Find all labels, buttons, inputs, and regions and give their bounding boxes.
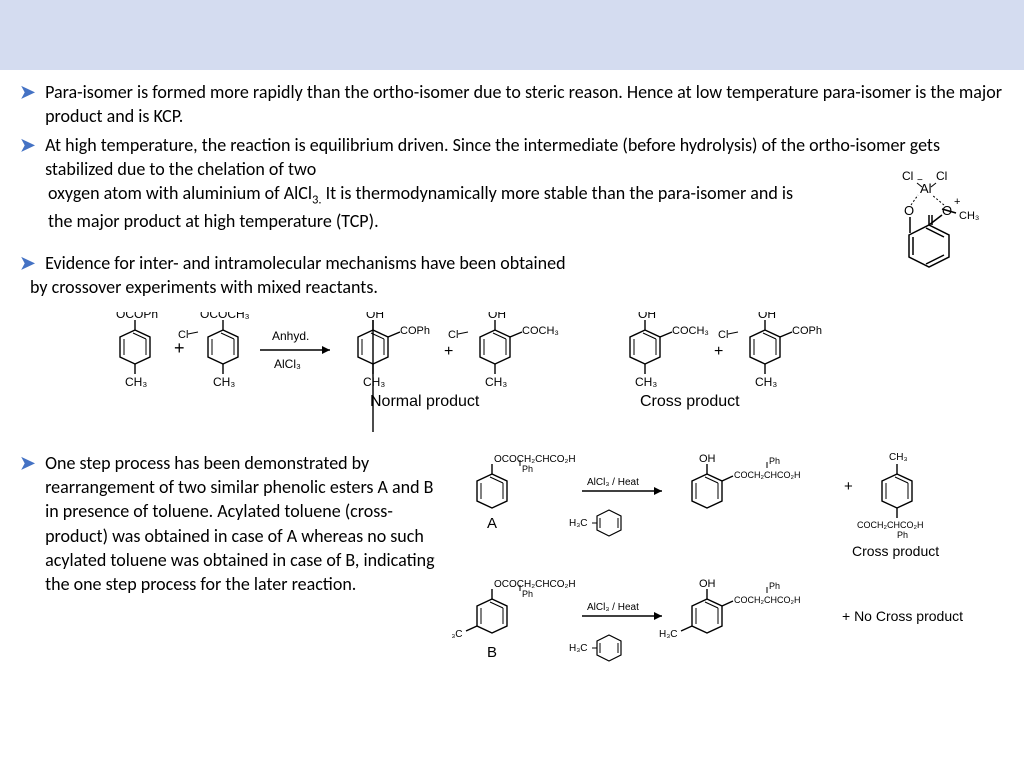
bullet-3b: by crossover experiments with mixed reac… <box>30 275 1004 299</box>
svg-text:O: O <box>904 203 914 218</box>
svg-text:COCH₂CHCO₂H: COCH₂CHCO₂H <box>734 470 801 480</box>
svg-text:CH₃: CH₃ <box>125 375 147 389</box>
svg-text:H₃C: H₃C <box>452 629 463 640</box>
svg-text:COCH₃: COCH₃ <box>672 325 709 337</box>
svg-text:Cl: Cl <box>178 329 188 341</box>
svg-text:Cross product: Cross product <box>640 393 740 410</box>
bullet-2b: oxygen atom with aluminium of AlCl <box>48 182 312 204</box>
svg-text:CH₃: CH₃ <box>889 452 908 463</box>
bullet-3: ➤ Evidence for inter- and intramolecular… <box>20 251 1004 275</box>
svg-text:OCOCH₃: OCOCH₃ <box>200 312 250 321</box>
svg-text:Cl: Cl <box>936 169 947 183</box>
svg-text:Ph: Ph <box>769 456 780 466</box>
svg-text:H₃C: H₃C <box>659 629 678 640</box>
bullet-2: ➤ At high temperature, the reaction is e… <box>20 133 1004 182</box>
svg-text:+: + <box>844 478 853 495</box>
svg-text:+: + <box>174 338 185 358</box>
svg-text:COCH₃: COCH₃ <box>522 325 559 337</box>
svg-text:OH: OH <box>758 312 776 321</box>
svg-text:COCH₂CHCO₂H: COCH₂CHCO₂H <box>734 595 801 605</box>
svg-text:Ph: Ph <box>522 464 533 474</box>
bullet-3a: Evidence for inter- and intramolecular m… <box>45 251 1004 275</box>
svg-text:Anhyd.: Anhyd. <box>272 329 309 343</box>
svg-text:CH₃: CH₃ <box>213 375 235 389</box>
svg-text:+: + <box>954 196 960 208</box>
slide-content: ➤ Para-isomer is formed more rapidly tha… <box>0 70 1024 691</box>
svg-text:OH: OH <box>488 312 506 321</box>
svg-text:AlCl₃: AlCl₃ <box>274 357 301 371</box>
svg-text:OCOCH₂CHCO₂H: OCOCH₂CHCO₂H <box>494 579 576 590</box>
header-bar <box>0 0 1024 70</box>
svg-text:Cl: Cl <box>902 169 913 183</box>
svg-text:COCH₂CHCO₂H: COCH₂CHCO₂H <box>857 520 924 530</box>
svg-text:Ph: Ph <box>897 530 908 540</box>
svg-text:Cl: Cl <box>718 329 728 341</box>
svg-text:A: A <box>487 515 497 532</box>
chelation-structure: O O CH₃ Al Cl Cl − + <box>874 165 984 285</box>
bullet-2a: At high temperature, the reaction is equ… <box>45 134 940 180</box>
svg-text:OH: OH <box>638 312 656 321</box>
svg-text:Cl: Cl <box>448 329 458 341</box>
svg-text:Cross product: Cross product <box>852 543 939 559</box>
svg-text:−: − <box>917 175 923 186</box>
bullet-arrow-icon: ➤ <box>20 451 35 597</box>
crossover-scheme: OCOPh CH₃ + OCOCH₃ CH₃ Cl Anhyd. AlCl₃ <box>80 312 960 432</box>
svg-text:OH: OH <box>699 453 716 465</box>
svg-text:AlCl₃ / Heat: AlCl₃ / Heat <box>587 477 639 488</box>
svg-text:CH₃: CH₃ <box>959 210 979 222</box>
svg-text:CH₃: CH₃ <box>363 375 385 389</box>
svg-text:H₃C: H₃C <box>569 518 588 529</box>
bullet-arrow-icon: ➤ <box>20 251 35 275</box>
svg-text:AlCl₃ / Heat: AlCl₃ / Heat <box>587 602 639 613</box>
bullet-arrow-icon: ➤ <box>20 80 35 129</box>
bullet-arrow-icon: ➤ <box>20 133 35 182</box>
bullet-2-text: At high temperature, the reaction is equ… <box>45 133 1004 182</box>
svg-text:CH₃: CH₃ <box>485 375 507 389</box>
bullet-4: ➤ One step process has been demonstrated… <box>20 451 440 597</box>
svg-text:H₃C: H₃C <box>569 643 588 654</box>
svg-text:CH₃: CH₃ <box>635 375 657 389</box>
svg-text:OCOCH₂CHCO₂H: OCOCH₂CHCO₂H <box>494 454 576 465</box>
bullet-2-cont: oxygen atom with aluminium of AlCl3. It … <box>48 181 798 233</box>
svg-text:Ph: Ph <box>769 581 780 591</box>
svg-text:COPh: COPh <box>792 325 822 337</box>
svg-text:Normal product: Normal product <box>370 393 480 410</box>
svg-text:+ No Cross product: + No Cross product <box>842 608 963 624</box>
svg-text:OH: OH <box>699 578 716 590</box>
bullet-1-text: Para-isomer is formed more rapidly than … <box>45 80 1004 129</box>
svg-text:+: + <box>444 343 453 360</box>
svg-text:Ph: Ph <box>522 589 533 599</box>
bullet-1: ➤ Para-isomer is formed more rapidly tha… <box>20 80 1004 129</box>
svg-text:CH₃: CH₃ <box>755 375 777 389</box>
svg-text:OH: OH <box>366 312 384 321</box>
bullet-4-text: One step process has been demonstrated b… <box>45 451 440 597</box>
svg-text:+: + <box>714 343 723 360</box>
svg-text:B: B <box>487 644 497 661</box>
toluene-scheme: OCOCH₂CHCO₂H Ph A H₃C AlCl₃ / Heat OH <box>452 451 1004 681</box>
svg-text:OCOPh: OCOPh <box>116 312 158 321</box>
svg-text:COPh: COPh <box>400 325 430 337</box>
